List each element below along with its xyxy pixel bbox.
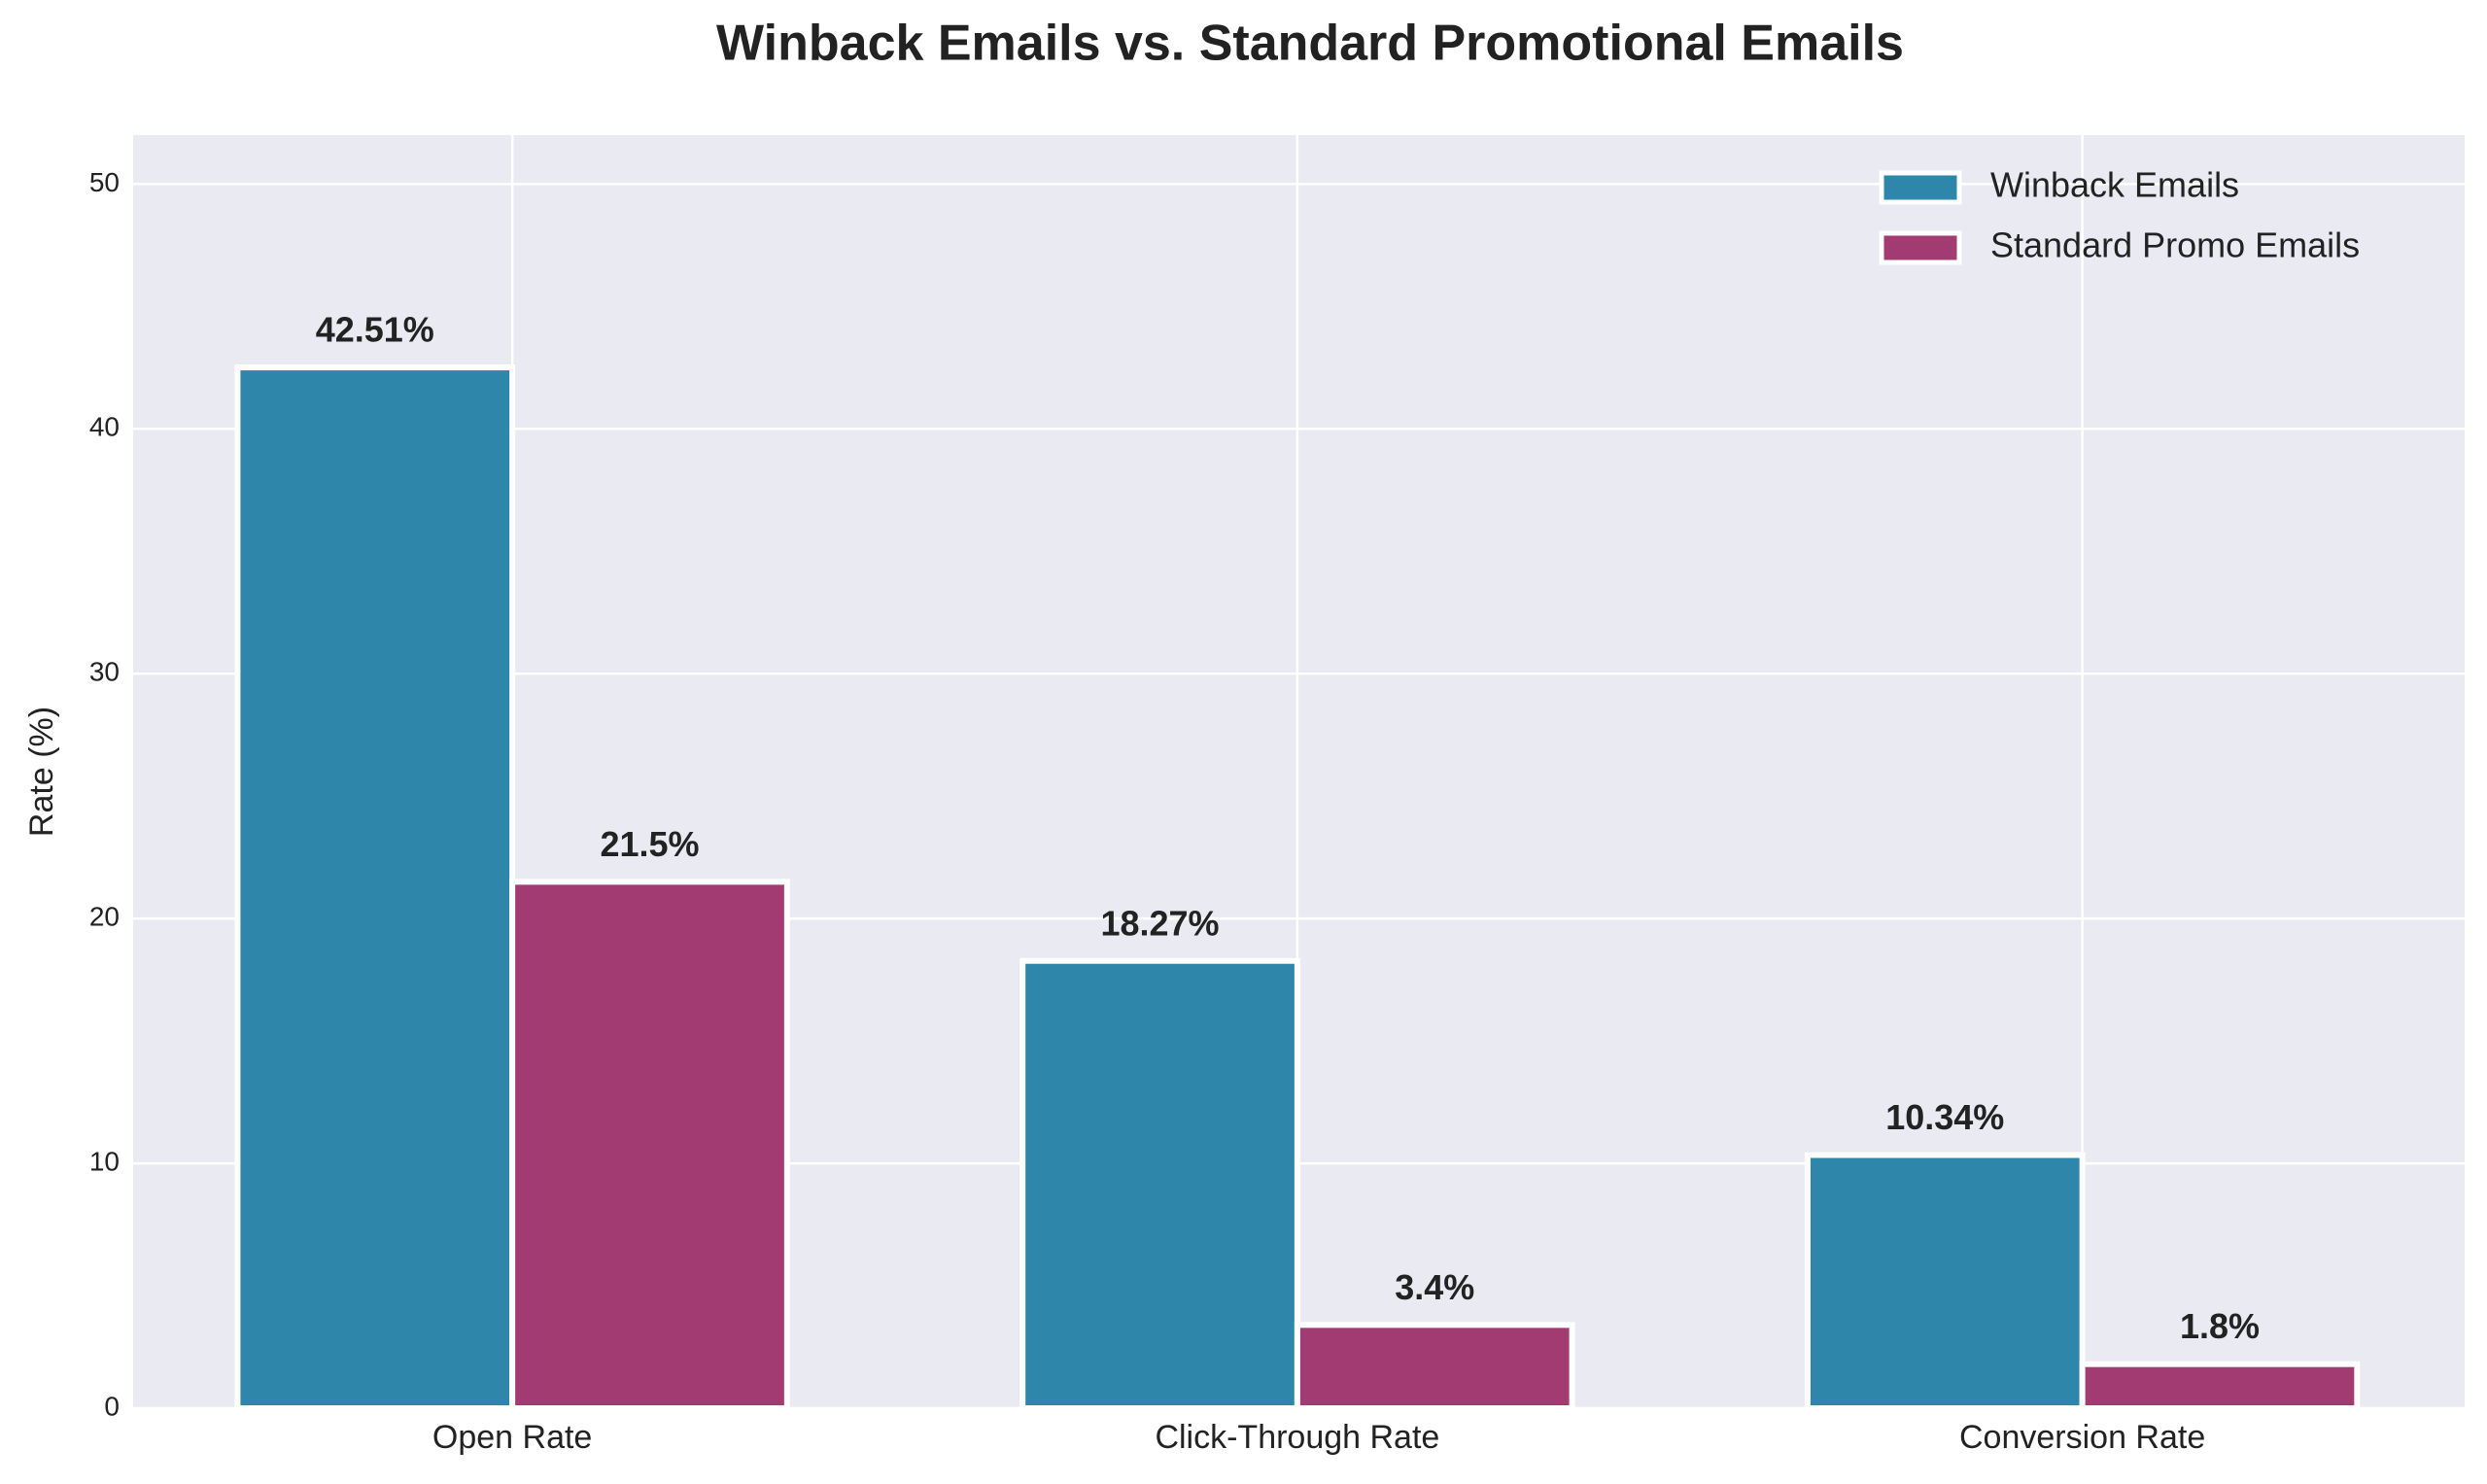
chart-title: Winback Emails vs. Standard Promotional … (716, 16, 1904, 72)
value-label: 21.5% (600, 824, 699, 864)
value-label: 3.4% (1395, 1267, 1474, 1307)
value-label: 18.27% (1100, 903, 1219, 943)
legend-swatch (1879, 230, 1962, 265)
x-tick-label: Conversion Rate (1959, 1419, 2205, 1456)
bar (509, 879, 790, 1411)
value-label: 1.8% (2180, 1306, 2260, 1346)
y-axis-label: Rate (%) (23, 707, 60, 837)
legend-label: Winback Emails (1990, 165, 2239, 205)
value-label: 10.34% (1885, 1097, 2004, 1137)
value-label: 42.51% (316, 310, 434, 350)
bar (1019, 957, 1300, 1411)
y-tick-label: 50 (89, 167, 120, 197)
legend-label: Standard Promo Emails (1990, 225, 2360, 265)
x-tick-label: Click-Through Rate (1155, 1419, 1439, 1456)
x-tick-label: Open Rate (432, 1419, 592, 1456)
bar (2079, 1361, 2361, 1411)
y-tick-label: 20 (89, 902, 120, 932)
bar (1804, 1152, 2086, 1412)
legend-swatch (1879, 170, 1962, 205)
bar (234, 364, 516, 1412)
bar (1294, 1322, 1575, 1412)
y-tick-label: 30 (89, 657, 120, 687)
legend: Winback Emails Standard Promo Emails (1879, 165, 2360, 265)
y-tick-label: 40 (89, 412, 120, 442)
y-tick-label: 0 (104, 1391, 120, 1421)
y-tick-label: 10 (89, 1146, 120, 1176)
